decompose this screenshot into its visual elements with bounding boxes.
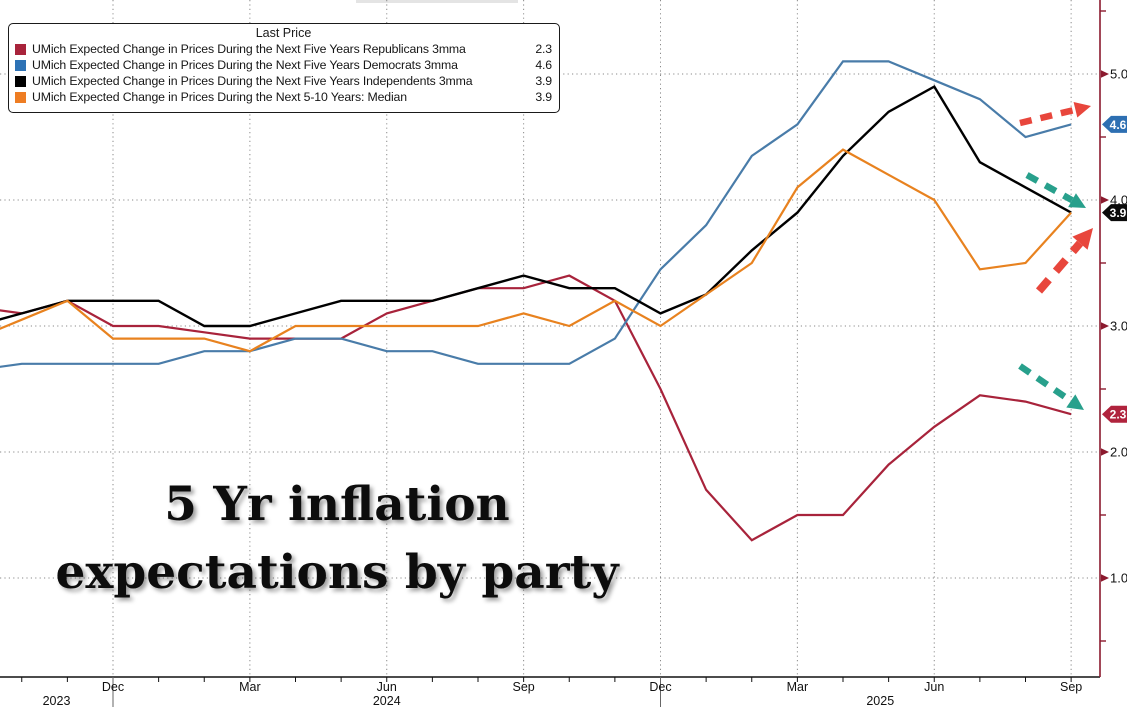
last-price-badge	[1102, 405, 1127, 423]
y-axis-label: 1.0	[1110, 571, 1127, 586]
series-line-next-5-10-years-median	[0, 148, 1072, 353]
legend-swatch	[15, 75, 26, 87]
annotation-arrow-head	[1072, 228, 1093, 250]
annotation-arrow-shaft	[1019, 106, 1077, 127]
legend-title: Last Price	[255, 26, 312, 40]
x-axis-quarter-label: Sep	[1060, 680, 1082, 694]
legend-item[interactable]: UMich Expected Change in Prices During t…	[15, 57, 552, 73]
legend-item[interactable]: UMich Expected Change in Prices During t…	[15, 41, 552, 57]
legend-item-label: UMich Expected Change in Prices During t…	[32, 90, 407, 104]
legend-swatch	[15, 43, 26, 55]
y-axis-label: 2.0	[1110, 445, 1127, 460]
series-line-republicans-3mma	[0, 274, 1072, 542]
legend-item-value: 3.9	[535, 90, 552, 104]
series-line-democrats-3mma	[0, 60, 1072, 368]
legend-item-value: 4.6	[535, 58, 552, 72]
last-price-badge-value: 2.3	[1110, 408, 1127, 422]
y-axis-tick-arrow	[1101, 322, 1109, 330]
y-axis-tick-arrow	[1101, 196, 1109, 204]
x-axis-quarter-label: Mar	[239, 680, 261, 694]
annotation-arrow-head	[1066, 394, 1084, 410]
legend-item-label: UMich Expected Change in Prices During t…	[32, 74, 473, 88]
top-edge-artifact	[356, 0, 518, 3]
legend-swatch	[15, 91, 26, 103]
legend-item-label: UMich Expected Change in Prices During t…	[32, 42, 466, 56]
x-axis-quarter-label: Mar	[787, 680, 809, 694]
legend-swatch	[15, 59, 26, 71]
legend-item[interactable]: UMich Expected Change in Prices During t…	[15, 73, 552, 89]
annotation-arrow-shaft	[1025, 172, 1074, 204]
x-axis-quarter-label: Dec	[102, 680, 124, 694]
x-axis-year-label: 2023	[43, 694, 71, 708]
legend-item-label: UMich Expected Change in Prices During t…	[32, 58, 458, 72]
series-line-independents-3mma	[0, 84, 1072, 328]
annotation-arrow-shaft	[1018, 363, 1073, 404]
last-price-badge-value: 3.9	[1110, 206, 1127, 220]
annotation-arrow-head	[1068, 193, 1086, 208]
annotation-arrow-head	[1073, 101, 1091, 118]
x-axis-quarter-label: Jun	[924, 680, 944, 694]
last-price-badge	[1102, 204, 1127, 222]
chart-legend: Last Price UMich Expected Change in Pric…	[8, 23, 560, 113]
last-price-badge	[1102, 115, 1127, 133]
x-axis-year-label: 2025	[866, 694, 894, 708]
legend-item-value: 3.9	[535, 74, 552, 88]
last-price-badge-value: 4.6	[1110, 118, 1127, 132]
x-axis-year-label: 2024	[373, 694, 401, 708]
legend-item[interactable]: UMich Expected Change in Prices During t…	[15, 89, 552, 105]
y-axis-label: 5.0	[1110, 67, 1127, 82]
y-axis-tick-arrow	[1101, 448, 1109, 456]
y-axis-label: 3.0	[1110, 319, 1127, 334]
legend-item-value: 2.3	[535, 42, 552, 56]
x-axis-quarter-label: Dec	[649, 680, 671, 694]
x-axis-quarter-label: Sep	[513, 680, 535, 694]
x-axis-quarter-label: Jun	[377, 680, 397, 694]
y-axis-label: 4.0	[1110, 193, 1127, 208]
y-axis-tick-arrow	[1101, 574, 1109, 582]
annotation-arrow-shaft	[1035, 240, 1084, 294]
y-axis-tick-arrow	[1101, 70, 1109, 78]
